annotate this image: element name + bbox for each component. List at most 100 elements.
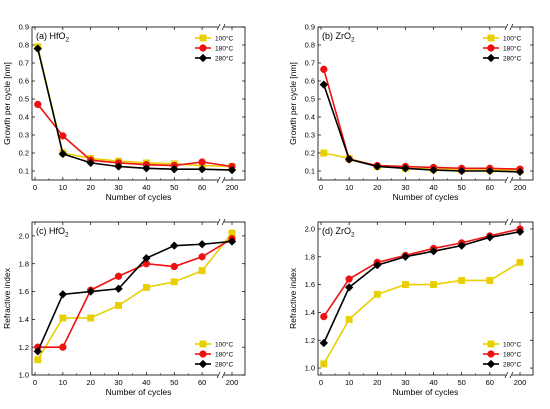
axis-break-mark [221, 176, 226, 184]
axis-break-mark [216, 371, 221, 379]
data-point-circle [59, 132, 67, 140]
data-point-diamond [373, 162, 382, 171]
x-axis-label: Number of cycles [393, 387, 459, 397]
panel-title: (c) HfO2 [36, 226, 69, 239]
series-line [323, 69, 521, 170]
y-tick-label: 0.4 [19, 113, 29, 122]
series-3 [319, 80, 525, 177]
axis-break-mark [509, 218, 514, 226]
y-tick-label: 1.6 [305, 280, 315, 289]
x-tick-label: 0 [319, 183, 323, 192]
panel-title: (a) HfO2 [36, 31, 70, 44]
x-tick-label: 50 [170, 183, 178, 192]
y-tick-label: 0.5 [19, 95, 29, 104]
data-point-circle [320, 65, 328, 73]
data-point-diamond [114, 162, 123, 171]
axis-break-gap [218, 177, 225, 183]
data-point-square [87, 314, 95, 322]
data-point-circle [34, 100, 42, 109]
series-3 [33, 237, 237, 356]
legend-label: 100°C [215, 340, 233, 348]
data-point-square [170, 278, 178, 286]
plot-frame [31, 221, 246, 376]
data-point-diamond [198, 359, 208, 369]
x-tick-label: 10 [345, 183, 353, 192]
data-point-diamond [373, 260, 382, 270]
axis-break-gap [218, 24, 225, 30]
legend-label: 180°C [215, 350, 233, 358]
panel-title-subscript: 2 [65, 232, 69, 239]
y-tick-label: 0.3 [19, 131, 29, 140]
series-1 [320, 258, 524, 368]
y-tick-label: 0.1 [19, 167, 29, 176]
data-point-circle [487, 44, 495, 52]
x-tick-label: 40 [429, 378, 437, 387]
axis-break-mark [509, 371, 514, 379]
data-point-diamond [457, 241, 466, 250]
series-line [37, 46, 233, 168]
series-line [37, 48, 233, 171]
y-tick-label: 0.9 [19, 23, 29, 32]
data-point-square [199, 34, 207, 42]
axis-break-gap [505, 177, 512, 183]
y-tick-label: 1.2 [305, 336, 315, 345]
x-axis-label: Number of cycles [106, 192, 172, 202]
series-1 [34, 229, 236, 364]
x-tick-label: 200 [514, 378, 527, 387]
data-point-diamond [33, 44, 43, 53]
x-tick-label: 50 [170, 378, 178, 387]
y-tick-label: 0.8 [305, 41, 315, 50]
data-point-circle [198, 253, 206, 261]
x-tick-label: 30 [401, 183, 409, 192]
x-axis-label: Number of cycles [106, 387, 172, 397]
x-tick-label: 200 [514, 183, 527, 192]
x-tick-label: 60 [198, 183, 206, 192]
axis-break-mark [509, 23, 514, 31]
data-point-circle [59, 343, 67, 351]
x-tick-label: 0 [319, 378, 323, 387]
data-point-diamond [319, 338, 329, 348]
y-axis-label: Refractive index [288, 267, 298, 329]
data-point-square [142, 283, 150, 291]
x-tick-label: 40 [142, 183, 150, 192]
data-point-diamond [344, 283, 354, 292]
panel-title-subscript: 2 [66, 37, 70, 44]
y-tick-label: 0.2 [305, 149, 315, 158]
legend: 100°C 180°C 280°C [195, 340, 233, 368]
data-point-square [373, 290, 381, 298]
panel-title-text: (a) HfO [36, 31, 66, 41]
data-point-diamond [142, 164, 151, 173]
series-2 [320, 65, 524, 173]
data-point-diamond [344, 155, 354, 164]
data-point-square [486, 276, 494, 284]
data-point-diamond [197, 240, 207, 249]
y-tick-label: 0.2 [19, 149, 29, 158]
data-point-square [115, 302, 123, 309]
data-point-diamond [319, 80, 329, 89]
series-line [323, 261, 521, 365]
x-tick-label: 20 [373, 183, 381, 192]
data-point-square [320, 360, 328, 368]
x-tick-label: 40 [429, 183, 437, 192]
data-point-diamond [401, 164, 410, 173]
data-point-circle [199, 350, 207, 358]
data-point-square [198, 267, 206, 275]
data-point-square [401, 281, 409, 289]
series-line [37, 240, 233, 352]
x-tick-label: 10 [59, 183, 67, 192]
y-tick-label: 1.6 [19, 287, 29, 296]
series-3 [319, 227, 525, 348]
axis-break-mark [221, 218, 226, 226]
axis-break-mark [216, 23, 221, 31]
y-tick-label: 0.4 [305, 113, 315, 122]
x-tick-label: 50 [458, 378, 466, 387]
data-point-diamond [485, 233, 495, 242]
data-point-circle [320, 312, 328, 321]
y-tick-label: 1.8 [305, 252, 315, 261]
series-line [323, 228, 521, 318]
data-point-square [487, 34, 495, 42]
legend: 100°C 180°C 280°C [483, 34, 521, 62]
series-line [37, 238, 233, 348]
data-point-circle [345, 275, 353, 283]
panel-title-text: (b) ZrO [322, 31, 351, 41]
